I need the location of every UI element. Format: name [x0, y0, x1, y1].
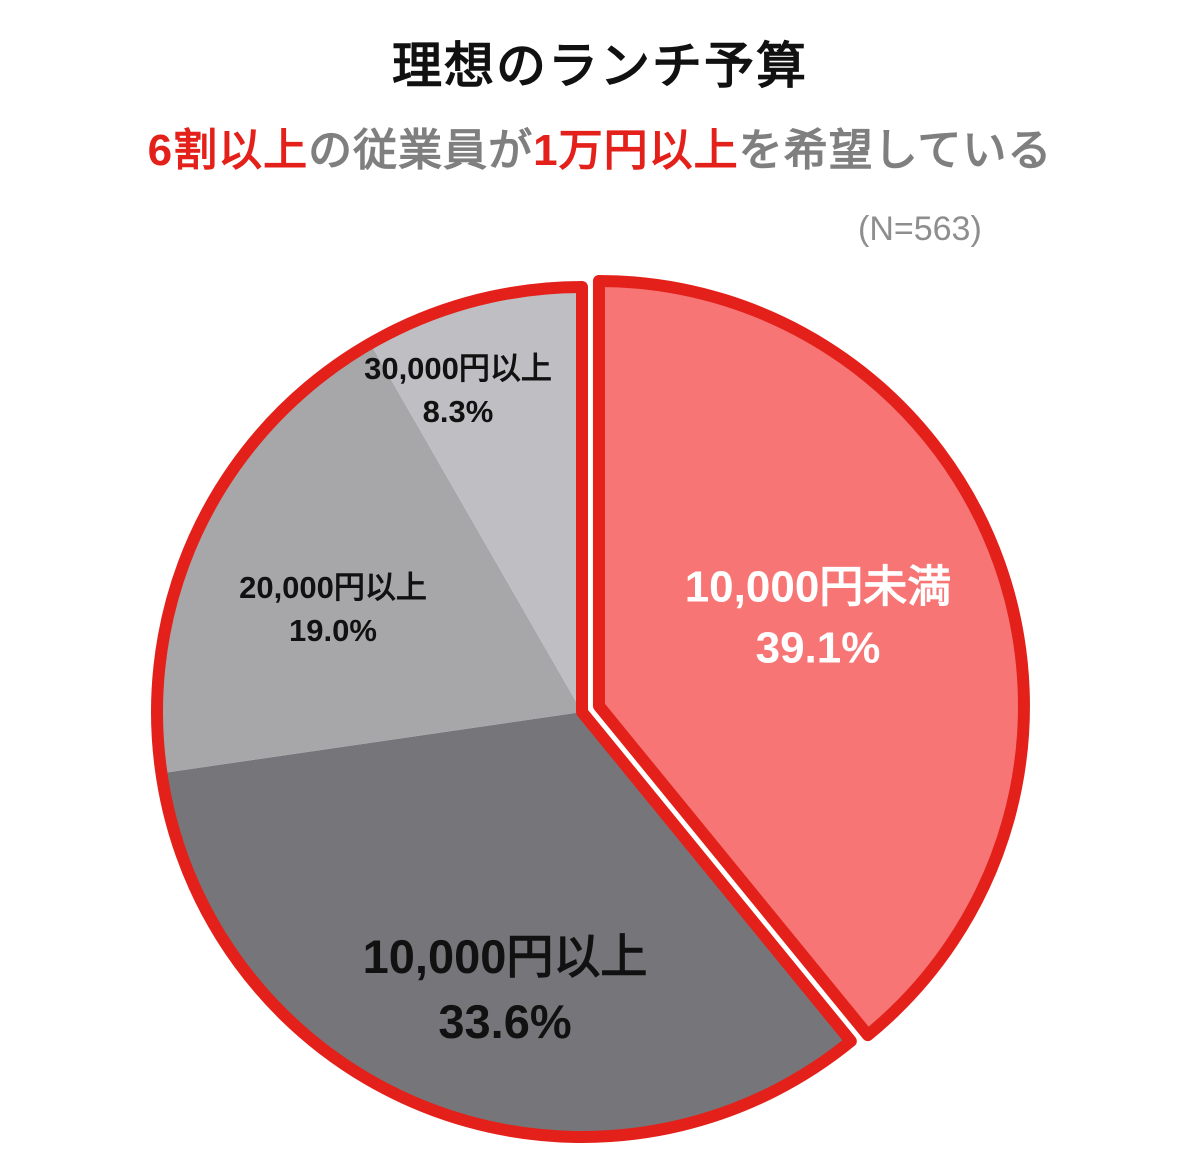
header: 理想のランチ予算 6割以上の従業員が1万円以上を希望している — [0, 0, 1200, 178]
subtitle-emphasis-1: 6割以上 — [147, 126, 309, 175]
slice-label-text: 20,000円以上 — [239, 570, 427, 606]
page-title: 理想のランチ予算 — [392, 38, 808, 94]
slice-label-percent: 19.0% — [289, 613, 377, 648]
subtitle-emphasis-2: 1万円以上 — [533, 126, 739, 175]
slice-label-text: 30,000円以上 — [364, 351, 552, 387]
slice-label-over-20000: 20,000円以上 19.0% — [239, 567, 427, 653]
slice-label-percent: 39.1% — [755, 623, 881, 672]
sample-size-label: (N=563) — [858, 210, 982, 248]
pie-slice-10,000円以上 — [161, 712, 851, 1137]
subtitle-text-2: を希望している — [738, 126, 1053, 175]
slice-label-percent: 8.3% — [422, 394, 494, 429]
pie-chart: 10,000円未満 39.1% 10,000円以上 33.6% 20,000円以… — [0, 250, 1200, 1174]
slice-label-under-10000: 10,000円未満 39.1% — [685, 557, 952, 678]
pie-slice-10,000円未満 — [592, 274, 1030, 1042]
page-subtitle: 6割以上の従業員が1万円以上を希望している — [0, 114, 1200, 178]
pie-slice-20,000円以上 — [157, 343, 582, 774]
slice-label-over-30000: 30,000円以上 8.3% — [364, 348, 552, 434]
pie-chart-svg — [151, 274, 1030, 1143]
pie-remainder-outline — [151, 281, 857, 1143]
slice-label-percent: 33.6% — [438, 995, 572, 1048]
subtitle-text-1: の従業員が — [308, 126, 534, 175]
pie-slice-30,000円以上 — [370, 287, 582, 712]
slice-label-over-10000: 10,000円以上 33.6% — [363, 925, 648, 1055]
slice-label-text: 10,000円未満 — [684, 562, 952, 612]
slice-label-text: 10,000円以上 — [362, 930, 648, 984]
